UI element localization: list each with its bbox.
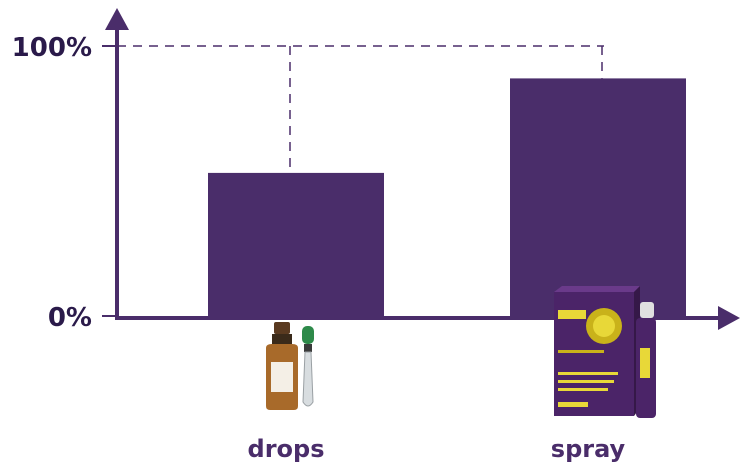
x-tick-label-spray: spray [551, 435, 626, 462]
bar-spray [510, 78, 686, 317]
y-tick-label-0: 0% [48, 303, 92, 333]
y-axis-arrow-icon [105, 8, 129, 30]
y-tick-label-1: 100% [12, 33, 92, 63]
x-tick-label-drops: drops [248, 435, 325, 462]
bar-drops [208, 172, 384, 316]
sund3-spray-box-icon [554, 286, 656, 418]
dropper-bottle-icon [266, 322, 314, 410]
x-axis-arrow-icon [718, 306, 740, 330]
